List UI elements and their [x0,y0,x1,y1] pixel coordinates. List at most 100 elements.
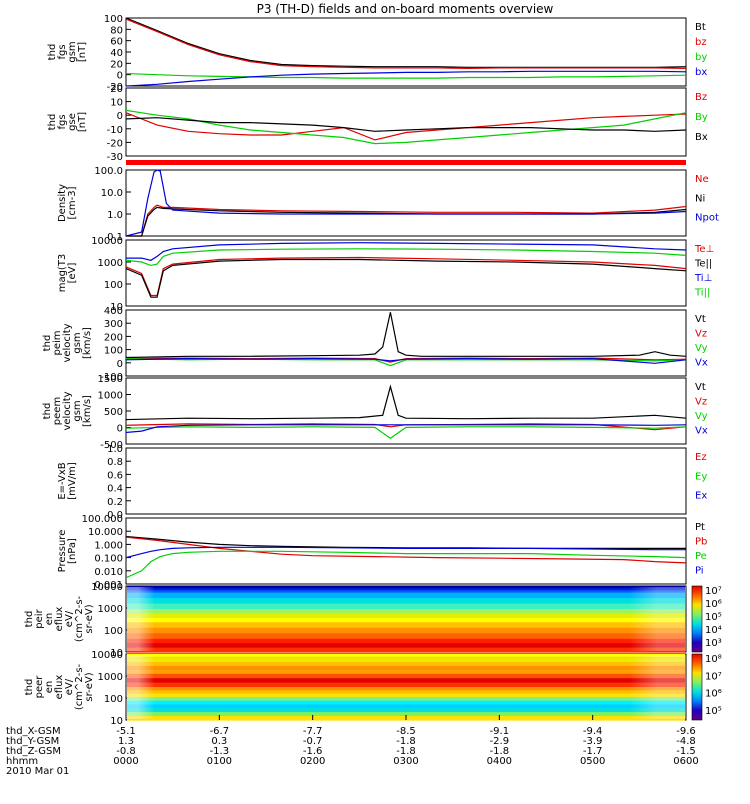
legend-entry: Pi [695,566,704,577]
panel-peem_velocity: 1500 1000 500 0 -500 thd peem velocity gsm [km/s]… [42,374,708,451]
y-axis-label: thd [47,44,58,61]
y-axis-label: Pressure [57,530,68,573]
colorbar-label: 10⁶ [705,689,722,700]
legend-entry: Te|| [694,259,712,270]
y-axis-label: mag(T3 [57,254,68,293]
y-tick-label: 0 [117,111,123,122]
y-tick-label: 0.4 [107,484,123,495]
y-axis-label: thd [24,611,35,628]
legend-entry: Ti⊥ [694,273,712,284]
y-axis-label: gsm [72,400,83,421]
y-tick-label: 10 [110,716,123,727]
x-tick-value: 0300 [393,756,418,767]
x-tick-value: -1.5 [676,746,696,757]
panel-peer_eflux: 10000 1000 100 10 thd peer en eflux eV/(cm^2-s-s… [24,650,722,727]
y-axis-label: eV/ [64,678,75,695]
legend-entry: Ey [695,471,707,482]
y-axis-label: (cm^2-s- [74,663,85,710]
legend-entry: Te⊥ [694,244,714,255]
legend-entry: Ez [695,452,707,463]
legend-entry: Ti|| [694,288,710,299]
y-tick-label: 0.001 [94,580,123,591]
heatmap-shading [127,587,685,651]
panel-temperature: 10000 1000 100 10 mag(T3 [eV] Te⊥ Te|| Ti⊥ Ti|| [57,236,714,313]
y-axis-label: eflux [54,607,65,632]
y-axis-label: (cm^2-s- [74,595,85,642]
y-tick-label: 0.1 [107,232,123,243]
legend-entry: Vz [695,397,707,408]
page-title: P3 (TH-D) fields and on-board moments ov… [257,2,554,16]
legend-entry: Pb [695,537,707,548]
y-tick-label: 0.100 [94,554,123,565]
panel-peim_velocity: 400 300 200 100 0 -100 thd peim velocity gsm [km/s… [42,306,708,383]
x-tick-value: 0400 [487,756,512,767]
y-tick-label: 0.0 [107,510,123,521]
y-axis-label: E=-VxB [57,462,68,499]
panel-frame [125,169,687,237]
colorbar [691,653,703,721]
y-tick-label: -100 [100,372,123,383]
y-tick-label: 40 [110,48,123,59]
y-axis-label: peem [52,397,63,425]
y-axis-label: velocity [62,391,73,430]
x-tick-value: 0600 [673,756,698,767]
x-tick-value: 0000 [113,756,138,767]
x-row-label: thd_X-GSM [6,726,61,737]
x-row-label: hhmm [6,756,38,767]
y-tick-label: 0.6 [107,470,123,481]
y-tick-label: 100 [104,14,123,25]
y-axis-label: peer [34,675,45,699]
series-line-Bz [125,112,687,141]
colorbar-label: 10⁵ [705,612,722,623]
series-line-Vx [125,357,687,364]
y-tick-label: 10 [110,302,123,313]
legend-entry: Vy [695,411,708,422]
y-axis-label: thd [47,114,58,131]
y-tick-label: -500 [100,440,123,451]
y-axis-label: [km/s] [82,395,93,427]
y-tick-label: 200 [104,332,123,343]
y-tick-label: 1.000 [94,540,123,551]
legend-entry: Npot [695,213,719,224]
series-line-Pe [125,550,687,579]
legend-entry: Pe [695,551,707,562]
series-line-Vx [125,424,687,434]
series-line-bx [125,70,687,87]
y-axis-label: gsm [67,41,78,62]
x-tick-value: 1.3 [118,736,134,747]
y-axis-label: gsm [72,332,83,353]
x-tick-value: -9.6 [676,726,696,737]
panel-efield: 1.0 0.8 0.6 0.4 0.2 0.0 E=-VxB [mV/m] Ez Ey Ex [57,444,707,521]
series-line-bz [125,18,687,70]
y-axis-label: [nPa] [67,538,78,564]
x-tick-value: 0.3 [211,736,227,747]
legend-entry: Bt [695,22,706,33]
y-tick-label: 100 [104,694,123,705]
legend-entry: Ex [695,491,707,502]
series-line-Te [125,258,687,298]
legend-entry: by [695,52,707,63]
x-tick-value: -9.1 [490,726,510,737]
y-tick-label: -10 [107,125,123,136]
y-axis-label: fgs [57,114,68,129]
panel-frame [125,239,687,307]
legend-entry: bz [695,37,707,48]
event-bar [126,160,686,165]
x-tick-value: -1.8 [396,736,416,747]
y-axis-label: sr-eV) [84,604,95,633]
y-tick-label: 1000 [98,604,123,615]
legend-entry: Vx [695,358,708,369]
colorbar-label: 10⁷ [705,671,722,682]
x-tick-value: -0.7 [303,736,323,747]
panel-fgs_gse: 20 10 0 -10 -20 -30 thd fgs gse [nT] Bz By Bx [47,84,708,163]
y-tick-label: 0 [117,424,123,435]
y-axis-label: Density [57,184,68,222]
x-tick-value: -3.9 [583,736,603,747]
x-tick-value: -4.8 [676,736,696,747]
colorbar-label: 10⁷ [705,586,722,597]
y-tick-label: 0.2 [107,497,123,508]
colorbar-label: 10⁴ [705,625,722,636]
series-line-Pb [125,536,687,564]
